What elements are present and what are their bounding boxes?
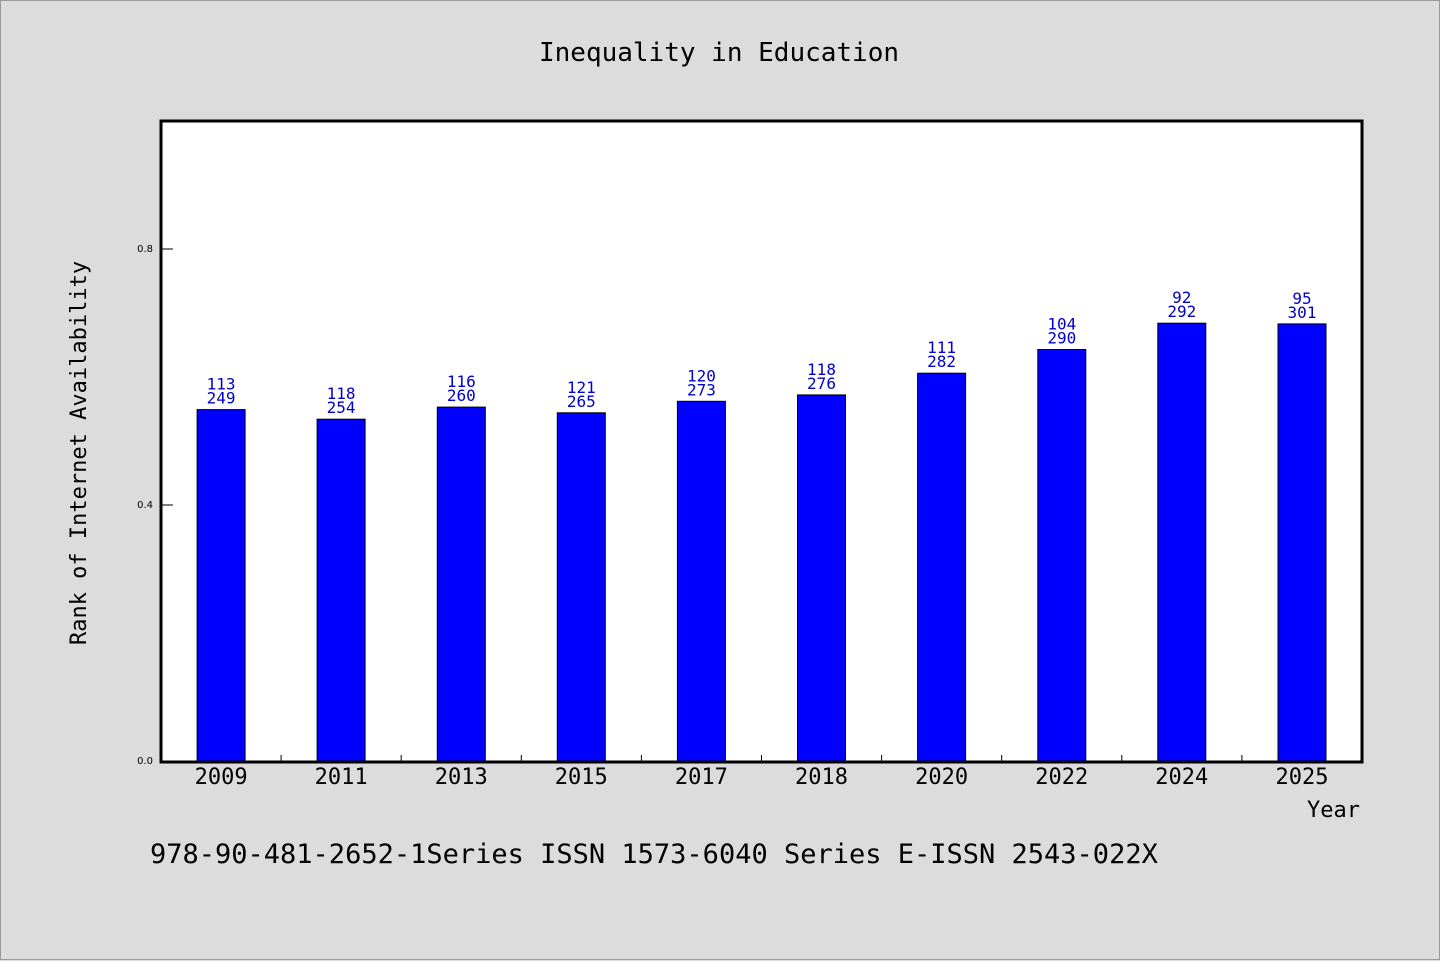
data-label-lower-2020: 282	[927, 352, 956, 371]
data-label-upper-2024: 92	[1172, 288, 1191, 307]
data-label-lower-2018: 276	[807, 374, 836, 393]
y-tick-label-0.8: 0.8	[137, 244, 153, 255]
data-label-lower-2025: 301	[1288, 303, 1317, 322]
x-tick-label-2018: 2018	[795, 765, 848, 790]
bar-2009	[196, 409, 246, 762]
data-label-upper-2018: 118	[807, 360, 836, 379]
data-label-lower-2022: 290	[1047, 329, 1076, 348]
data-label-upper-2022: 104	[1047, 315, 1076, 334]
bar-2017	[676, 400, 726, 762]
bar-2015	[556, 412, 606, 762]
footnote: 978-90-481-2652-1Series ISSN 1573-6040 S…	[150, 839, 1158, 870]
plot-frame	[159, 119, 1364, 764]
bar-2018	[797, 394, 846, 762]
x-tick-label-2015: 2015	[555, 765, 608, 790]
x-tick-label-2022: 2022	[1035, 765, 1088, 790]
data-label-lower-2017: 273	[687, 380, 716, 399]
data-label-upper-2025: 95	[1292, 289, 1311, 308]
ticks-layer: 2009 2011 2013 2015 2017 2018 2020 2022 2024 2025…	[137, 244, 1328, 790]
bar-2011	[316, 418, 366, 762]
x-tick-label-2017: 2017	[675, 765, 728, 790]
x-axis-label: Year	[1307, 798, 1360, 823]
data-label-lower-2009: 249	[207, 389, 236, 408]
y-tick-label-0.4: 0.4	[137, 500, 153, 511]
data-label-upper-2013: 116	[447, 372, 476, 391]
x-tick-label-2009: 2009	[195, 765, 248, 790]
data-label-lower-2015: 265	[567, 392, 596, 411]
x-tick-label-2024: 2024	[1155, 765, 1208, 790]
data-label-upper-2015: 121	[567, 378, 596, 397]
data-label-lower-2011: 254	[327, 398, 356, 417]
data-label-upper-2017: 120	[687, 366, 716, 385]
data-label-upper-2011: 118	[327, 384, 356, 403]
data-label-upper-2009: 113	[207, 375, 236, 394]
bar-2022	[1037, 349, 1087, 762]
bar-2025	[1277, 323, 1327, 762]
data-label-lower-2024: 292	[1167, 302, 1196, 321]
chart-title: Inequality in Education	[539, 38, 899, 68]
y-axis-label: Rank of Internet Availability	[67, 261, 92, 645]
bar-2024	[1157, 322, 1207, 762]
data-label-lower-2013: 260	[447, 386, 476, 405]
bar-2020	[917, 372, 967, 762]
y-tick-label-0.0: 0.0	[137, 756, 153, 767]
bar-2013	[436, 406, 486, 762]
x-tick-label-2020: 2020	[915, 765, 968, 790]
x-tick-label-2013: 2013	[435, 765, 488, 790]
data-label-upper-2020: 111	[927, 338, 956, 357]
x-tick-label-2011: 2011	[315, 765, 368, 790]
x-tick-label-2025: 2025	[1276, 765, 1329, 790]
